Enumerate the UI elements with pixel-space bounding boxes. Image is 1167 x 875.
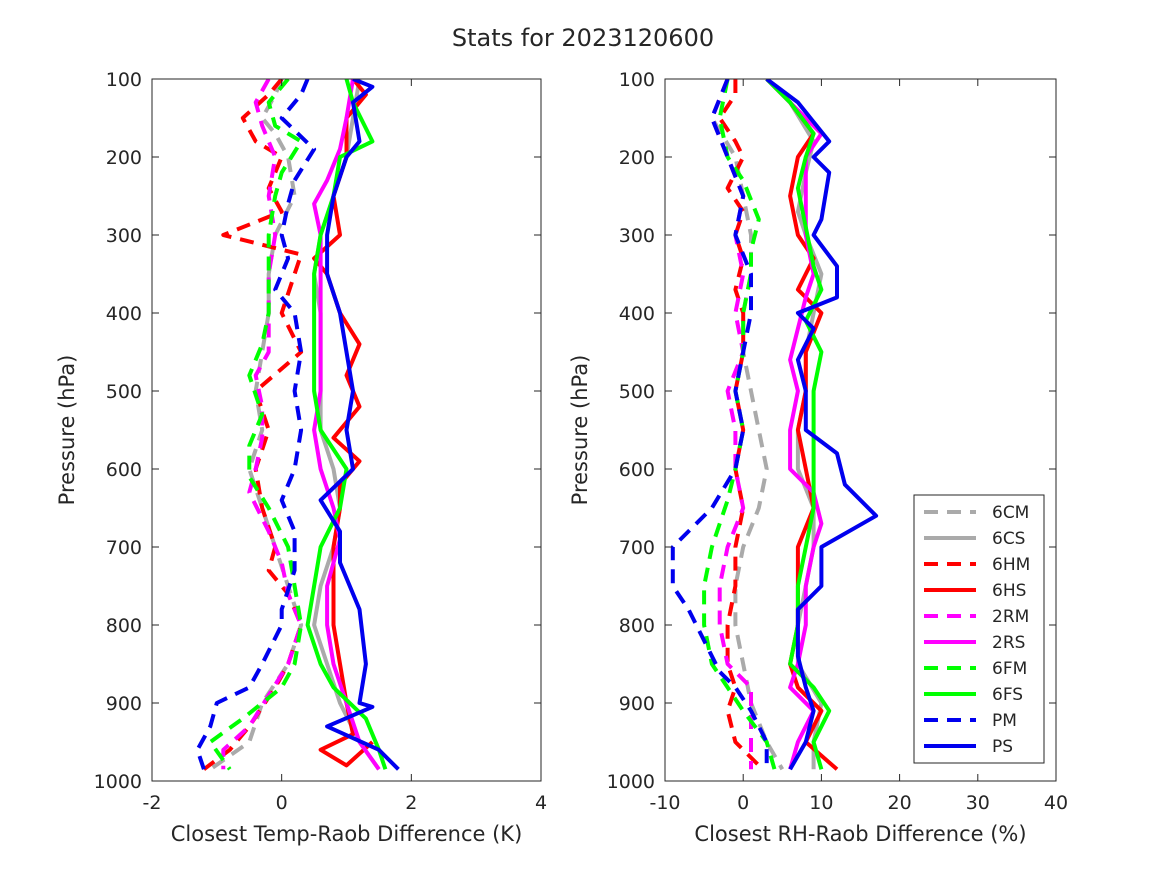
y-tick-label: 100 <box>619 69 655 91</box>
legend-label: 2RM <box>992 607 1029 627</box>
y-tick-label: 100 <box>106 69 142 91</box>
series-group <box>670 79 879 771</box>
x-tick-label: 0 <box>276 792 288 814</box>
x-tick-label: 30 <box>966 792 990 814</box>
y-tick-label: 900 <box>619 693 655 715</box>
x-tick-label: 2 <box>405 792 417 814</box>
y-tick-label: 700 <box>619 537 655 559</box>
y-tick-label: 800 <box>619 615 655 637</box>
x-tick-label: 4 <box>535 792 547 814</box>
y-tick-label: 500 <box>619 381 655 403</box>
figure-title: Stats for 2023120600 <box>452 24 714 52</box>
y-tick-label: 1000 <box>94 771 142 793</box>
y-tick-label: 200 <box>619 147 655 169</box>
series-line-6fm <box>208 79 304 771</box>
axes-box <box>664 78 1057 782</box>
y-tick-label: 300 <box>106 225 142 247</box>
y-tick-label: 600 <box>619 459 655 481</box>
y-axis-label: Pressure (hPa) <box>568 355 592 506</box>
legend-label: 6FM <box>992 659 1027 679</box>
x-tick-label: 0 <box>737 792 749 814</box>
y-tick-label: 1000 <box>607 771 655 793</box>
x-tick-label: 20 <box>888 792 912 814</box>
y-axis-label: Pressure (hPa) <box>55 355 79 506</box>
legend-label: PM <box>992 711 1017 731</box>
x-axis-label: Closest Temp-Raob Difference (K) <box>171 822 523 846</box>
x-tick-label: -10 <box>649 792 680 814</box>
x-tick-label: -2 <box>143 792 162 814</box>
y-tick-label: 600 <box>106 459 142 481</box>
rh-panel: -10 0 10 20 30 40 100 200 300 400 500 600 700 800 900 1… <box>568 69 1068 846</box>
y-tick-label: 900 <box>106 693 142 715</box>
series-line-2rm <box>221 79 304 770</box>
series-line-ps <box>318 79 400 771</box>
temp-panel: -2 0 2 4 100 200 300 400 500 600 700 800 900 1000 Clos… <box>55 69 547 846</box>
y-tick-label: 700 <box>106 537 142 559</box>
series-line-pm <box>195 79 317 770</box>
y-tick-label: 800 <box>106 615 142 637</box>
legend-label: 6FS <box>992 685 1023 705</box>
series-line-2rm <box>709 79 753 770</box>
series-group <box>195 79 400 771</box>
legend-label: 6CM <box>992 503 1029 523</box>
legend-label: 6HM <box>992 555 1030 575</box>
legend-label: 6HS <box>992 581 1026 601</box>
legend: 6CM 6CS 6HM 6HS 2RM 2RS 6FM 6FS PM PS <box>913 494 1045 764</box>
legend-label: 6CS <box>992 529 1025 549</box>
x-tick-label: 10 <box>809 792 833 814</box>
y-tick-label: 400 <box>619 303 655 325</box>
y-tick-label: 200 <box>106 147 142 169</box>
y-tick-label: 300 <box>619 225 655 247</box>
y-tick-label: 400 <box>106 303 142 325</box>
legend-label: PS <box>992 737 1013 757</box>
series-line-6fm <box>702 79 777 770</box>
x-tick-label: 40 <box>1044 792 1068 814</box>
axes-box <box>151 78 542 782</box>
series-line-pm <box>670 79 769 770</box>
series-line-6fs <box>305 79 388 770</box>
legend-label: 2RS <box>992 633 1025 653</box>
series-line-ps <box>765 79 879 771</box>
y-tick-label: 500 <box>106 381 142 403</box>
x-axis-label: Closest RH-Raob Difference (%) <box>694 822 1026 846</box>
